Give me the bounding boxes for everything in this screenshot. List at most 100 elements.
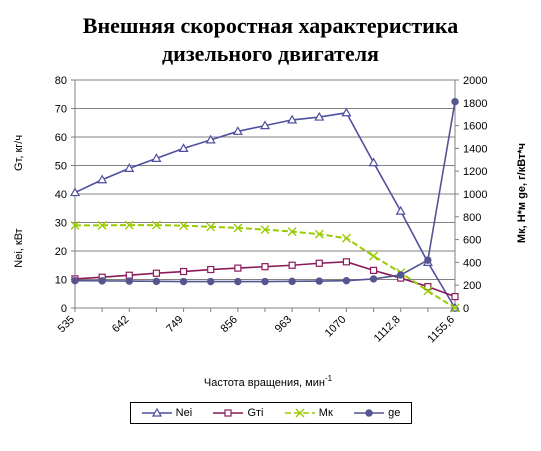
data-point	[261, 277, 269, 286]
data-point	[206, 222, 216, 232]
left-tick-label: 60	[55, 132, 67, 144]
data-point	[69, 187, 81, 197]
legend-swatch	[141, 408, 172, 417]
data-point	[152, 269, 161, 277]
right-tick-label: 1200	[463, 166, 487, 178]
right-tick-label: 1400	[463, 143, 487, 155]
chart-area: 0 10 20 30 40 50 60 70 80 0 200 400 600 800 1000 1200 1…	[13, 75, 528, 389]
left-tick-label: 70	[55, 104, 67, 116]
data-point	[151, 220, 161, 230]
x-tick-label: 1112,8	[372, 314, 403, 345]
data-point	[98, 277, 106, 285]
data-point	[397, 271, 405, 279]
legend-label: Gтi	[247, 407, 264, 419]
data-point	[151, 153, 162, 162]
data-point	[261, 263, 269, 271]
left-axis-ticks: 0 10 20 30 40 50 60 70 80	[55, 75, 75, 315]
x-axis-label-text: Частота вращения, мин	[204, 377, 325, 389]
data-point	[124, 163, 135, 172]
legend-swatch-marker	[151, 408, 162, 417]
data-point	[395, 205, 406, 215]
data-point	[179, 267, 188, 276]
right-axis-ticks: 0 200 400 600 800 1000 1200 1400 1600 1800 2000	[455, 75, 487, 315]
x-axis-label: Частота вращения, мин-1	[204, 374, 333, 389]
chart-title-line2: дизельного двигателя	[162, 41, 379, 66]
right-tick-label: 600	[463, 235, 481, 247]
y-axis-label-right: Mк, Н*м ge, г/кВт*ч	[516, 143, 528, 243]
data-point	[314, 111, 325, 121]
legend-swatch	[284, 408, 315, 418]
data-point	[424, 256, 432, 264]
series-ge	[71, 97, 459, 286]
series-layer	[69, 97, 461, 313]
data-point	[179, 277, 188, 286]
data-point	[207, 277, 215, 286]
left-tick-label: 10	[55, 275, 67, 287]
right-tick-label: 2000	[463, 75, 487, 87]
right-tick-label: 1600	[463, 121, 487, 133]
data-point	[288, 277, 296, 286]
x-tick-label: 642	[110, 314, 131, 335]
data-point	[342, 258, 351, 266]
legend-label: ge	[388, 407, 401, 419]
legend-item: ge	[354, 407, 400, 419]
x-tick-label: 963	[273, 314, 294, 335]
legend-item: Gтi	[213, 407, 264, 419]
data-point	[71, 276, 79, 285]
data-point	[315, 277, 323, 285]
data-point	[369, 251, 379, 261]
gridlines	[75, 79, 455, 280]
left-tick-label: 30	[55, 218, 67, 230]
right-tick-label: 1800	[463, 98, 487, 110]
x-axis-label-sup: -1	[325, 374, 333, 383]
left-tick-label: 80	[55, 75, 67, 87]
x-tick-label: 1070	[323, 314, 349, 340]
data-point	[259, 120, 271, 130]
legend-swatch-marker	[295, 408, 305, 418]
legend-label: Nei	[175, 407, 193, 419]
data-point	[124, 220, 134, 230]
legend-swatch	[213, 409, 244, 417]
x-axis-ticks: 535 642 749 856 963 1070 1112,8 1155,6	[56, 308, 457, 345]
data-point	[369, 266, 378, 274]
legend: Nei Gтi Mк ge	[130, 402, 412, 424]
data-point	[288, 261, 296, 269]
legend-item: Nei	[141, 407, 193, 419]
data-point	[451, 97, 459, 106]
x-tick-label: 1155,6	[425, 314, 457, 346]
data-point	[423, 286, 433, 296]
data-point	[315, 259, 323, 267]
x-tick-label: 749	[164, 314, 185, 335]
data-point	[207, 265, 215, 274]
data-point	[342, 276, 351, 285]
legend-swatch	[354, 409, 385, 417]
right-tick-label: 200	[463, 280, 481, 292]
data-point	[232, 126, 243, 135]
x-tick-label: 856	[219, 314, 240, 335]
x-tick-label: 535	[56, 314, 77, 335]
legend-label: Mк	[318, 407, 333, 419]
legend-swatch-marker	[365, 409, 373, 417]
data-point	[97, 220, 107, 230]
data-point	[234, 277, 242, 286]
data-point	[233, 223, 243, 233]
left-tick-label: 40	[55, 189, 67, 201]
data-point	[341, 107, 352, 117]
left-tick-label: 50	[55, 161, 67, 173]
data-point	[205, 134, 216, 144]
data-point	[125, 271, 133, 279]
data-point	[260, 225, 270, 235]
y-axis-label-left-bottom: Nei, кВт	[13, 228, 25, 267]
data-point	[97, 174, 108, 184]
data-point	[368, 157, 379, 167]
data-point	[314, 229, 324, 239]
chart-title: Внешняя скоростная характеристика дизель…	[0, 12, 541, 68]
data-point	[179, 221, 189, 231]
data-point	[287, 227, 297, 237]
legend-swatch-marker	[224, 409, 233, 417]
data-point	[424, 283, 432, 291]
data-point	[369, 275, 378, 283]
data-point	[287, 114, 298, 124]
y-axis-label-left-top: Gт, кг/ч	[13, 135, 25, 171]
legend-item: Mк	[284, 407, 333, 419]
